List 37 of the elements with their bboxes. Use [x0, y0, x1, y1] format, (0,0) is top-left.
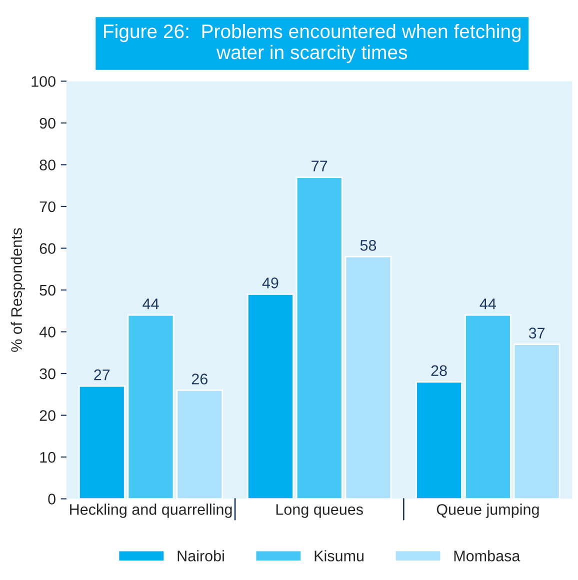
y-tick-label: 0 [48, 494, 56, 504]
y-tick-label: 80 [40, 160, 56, 170]
data-label: 44 [480, 298, 496, 310]
y-tick-label: 70 [40, 201, 56, 212]
bar [127, 314, 174, 499]
data-label: 44 [142, 298, 159, 310]
y-tick-label: 10 [40, 452, 56, 463]
bar [247, 293, 294, 499]
y-tick-label: 90 [40, 118, 56, 129]
y-tick-label: 60 [40, 243, 56, 254]
bar [513, 344, 560, 499]
data-label: 77 [312, 160, 328, 172]
bar [416, 381, 462, 499]
data-label: 49 [262, 278, 278, 288]
x-tick-label: Heckling and quarrelling [70, 504, 232, 518]
legend-label: Kisumu [314, 550, 364, 562]
y-tick-label: 50 [40, 284, 56, 296]
y-tick-label: 30 [40, 368, 56, 380]
data-label: 28 [431, 365, 447, 376]
y-axis-title: % of Respondents [10, 228, 26, 352]
y-tick-label: 20 [40, 410, 56, 421]
bar [78, 385, 126, 499]
data-label: 37 [528, 328, 545, 338]
legend-label: Mombasa [454, 550, 520, 562]
bar [344, 256, 392, 499]
bar [464, 314, 512, 499]
data-label: 58 [360, 240, 376, 251]
x-tick-label: Queue jumping [436, 504, 539, 518]
y-tick-label: 100 [32, 76, 56, 87]
legend-label: Nairobi [178, 550, 224, 562]
data-label: 26 [192, 374, 208, 384]
data-label: 27 [94, 369, 110, 380]
y-tick-label: 40 [39, 326, 56, 338]
bar [296, 176, 343, 499]
bar [176, 390, 224, 499]
x-tick-label: Long queues [276, 504, 363, 518]
chart-title: Figure 26: Problems encountered when fetching water in scarcity times [104, 24, 521, 64]
